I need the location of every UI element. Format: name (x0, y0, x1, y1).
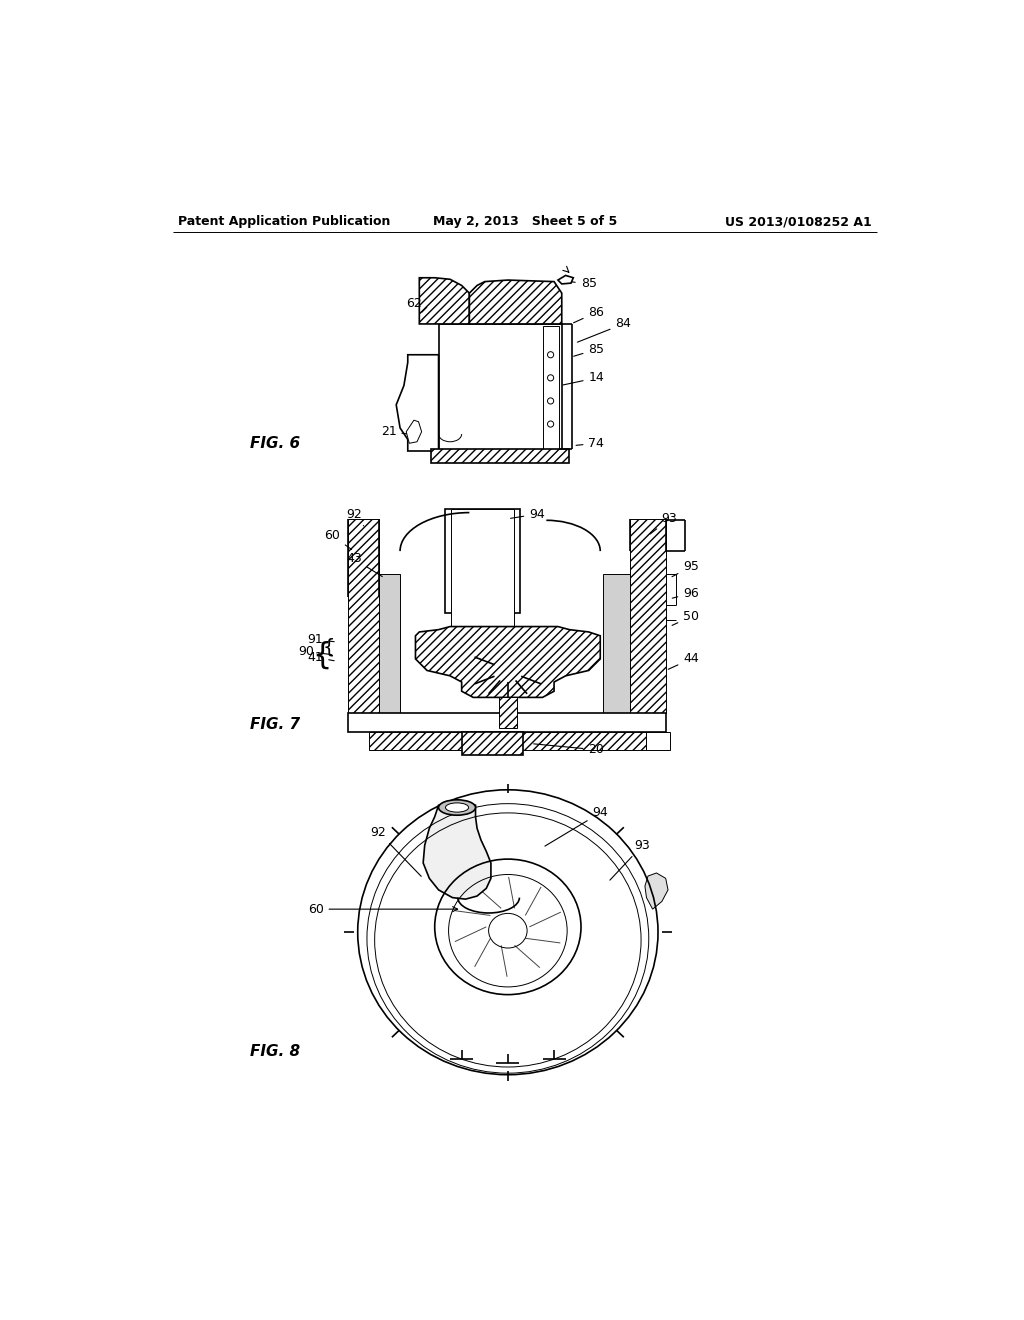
Text: 74: 74 (577, 437, 604, 450)
Text: 60: 60 (307, 903, 458, 916)
Text: 20: 20 (534, 743, 604, 756)
Text: 85: 85 (573, 343, 604, 356)
Ellipse shape (438, 800, 475, 816)
Text: 91: 91 (307, 634, 334, 647)
Text: 43: 43 (346, 552, 382, 577)
Ellipse shape (445, 803, 469, 812)
Text: 94: 94 (511, 508, 545, 520)
Polygon shape (407, 420, 422, 444)
Text: 86: 86 (573, 306, 604, 323)
Text: 96: 96 (672, 587, 699, 601)
Text: Patent Application Publication: Patent Application Publication (178, 215, 391, 228)
Bar (348, 713, 666, 733)
Text: 93: 93 (650, 512, 678, 535)
Text: {: { (323, 638, 336, 657)
Polygon shape (645, 873, 668, 909)
Bar (431, 450, 569, 463)
Text: FIG. 6: FIG. 6 (250, 436, 300, 451)
Text: 92: 92 (346, 508, 364, 525)
Text: 94: 94 (545, 807, 608, 846)
Bar (348, 519, 379, 713)
Text: US 2013/0108252 A1: US 2013/0108252 A1 (725, 215, 871, 228)
Bar (462, 733, 523, 755)
Text: 92: 92 (371, 825, 421, 876)
Bar (646, 733, 670, 750)
Text: 93: 93 (610, 838, 650, 880)
Text: 14: 14 (563, 371, 604, 385)
Polygon shape (469, 280, 562, 323)
Text: 44: 44 (669, 652, 699, 669)
Text: 41: 41 (307, 651, 334, 664)
Polygon shape (558, 276, 573, 284)
Text: 62: 62 (407, 297, 422, 310)
Bar (451, 508, 514, 628)
Polygon shape (416, 627, 600, 697)
Text: 90: 90 (298, 644, 332, 657)
Text: 95: 95 (672, 560, 699, 577)
Bar (444, 508, 520, 612)
Bar (379, 574, 400, 713)
Polygon shape (419, 277, 469, 323)
Bar (499, 697, 517, 729)
Text: FIG. 8: FIG. 8 (250, 1044, 300, 1059)
Text: {: { (312, 640, 331, 669)
Text: 21: 21 (381, 425, 407, 438)
Polygon shape (396, 355, 438, 451)
Bar (438, 323, 562, 451)
Bar (543, 326, 559, 449)
Text: 84: 84 (578, 317, 632, 342)
Text: 85: 85 (572, 277, 597, 290)
Bar (370, 733, 646, 750)
Polygon shape (423, 805, 490, 899)
Bar (630, 519, 666, 713)
Text: 60: 60 (325, 529, 351, 549)
Text: May 2, 2013   Sheet 5 of 5: May 2, 2013 Sheet 5 of 5 (433, 215, 616, 228)
Text: FIG. 7: FIG. 7 (250, 717, 300, 731)
Text: 50: 50 (672, 610, 699, 626)
Bar (603, 574, 630, 713)
